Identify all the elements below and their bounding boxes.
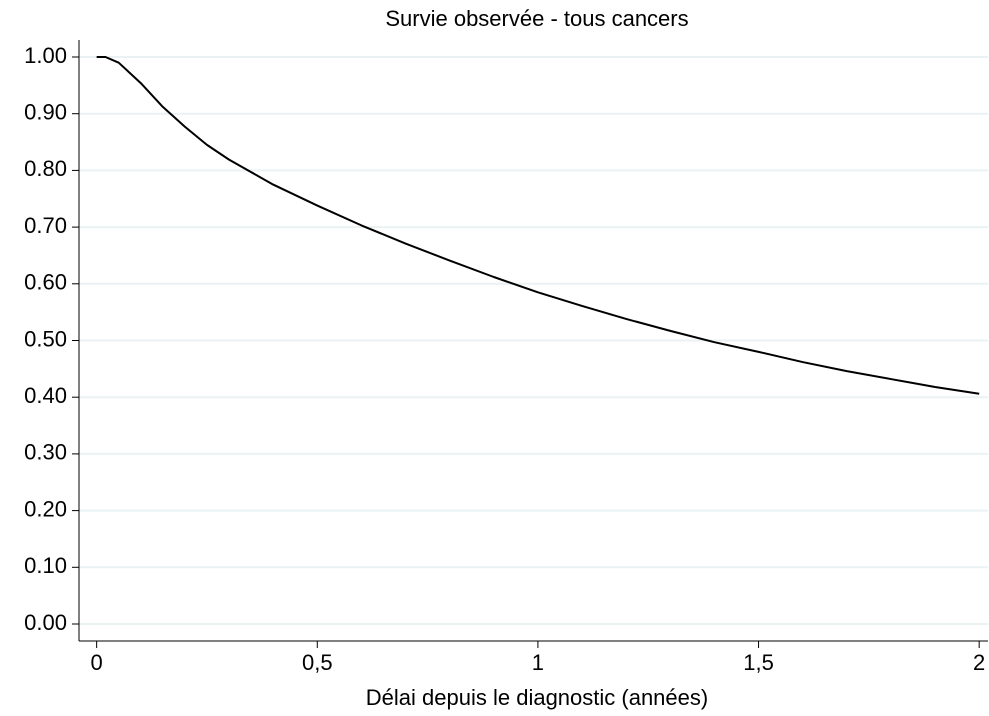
y-tick-label: 1.00 (24, 43, 67, 68)
y-tick-label: 0.20 (24, 496, 67, 521)
x-tick-label: 1 (532, 650, 544, 675)
x-tick-label: 0 (91, 650, 103, 675)
y-tick-label: 0.30 (24, 440, 67, 465)
y-tick-label: 0.10 (24, 553, 67, 578)
x-axis-label: Délai depuis le diagnostic (années) (366, 685, 708, 710)
x-tick-label: 1,5 (743, 650, 774, 675)
y-tick-label: 0.00 (24, 610, 67, 635)
y-tick-label: 0.90 (24, 100, 67, 125)
y-tick-label: 0.60 (24, 270, 67, 295)
y-tick-label: 0.50 (24, 326, 67, 351)
y-tick-label: 0.70 (24, 213, 67, 238)
y-tick-label: 0.80 (24, 156, 67, 181)
x-tick-label: 0,5 (302, 650, 333, 675)
x-tick-label: 2 (973, 650, 985, 675)
y-tick-label: 0.40 (24, 383, 67, 408)
survival-line (96, 56, 980, 395)
chart-title: Survie observée - tous cancers (385, 6, 688, 31)
